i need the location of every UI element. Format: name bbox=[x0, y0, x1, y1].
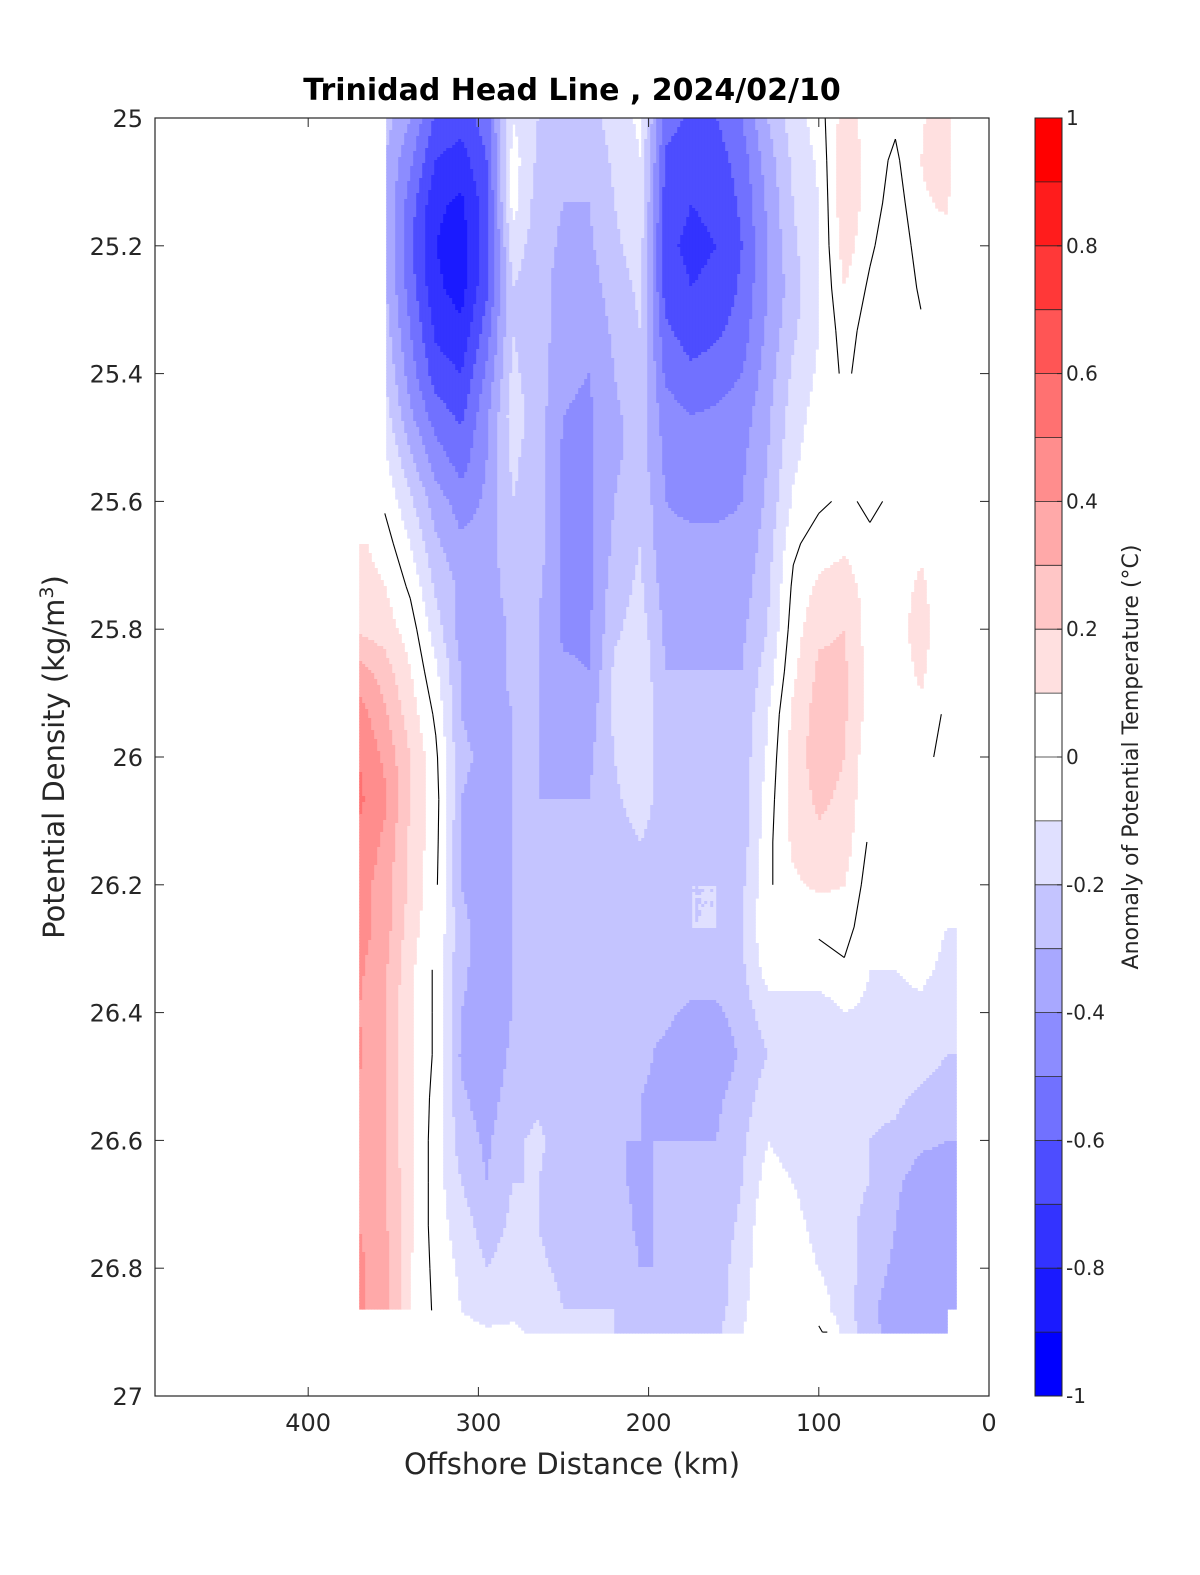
plot-area bbox=[155, 118, 989, 1396]
chart-title: Trinidad Head Line , 2024/02/10 bbox=[303, 73, 840, 108]
figure: Trinidad Head Line , 2024/02/10 400 300 20… bbox=[0, 0, 1200, 1575]
